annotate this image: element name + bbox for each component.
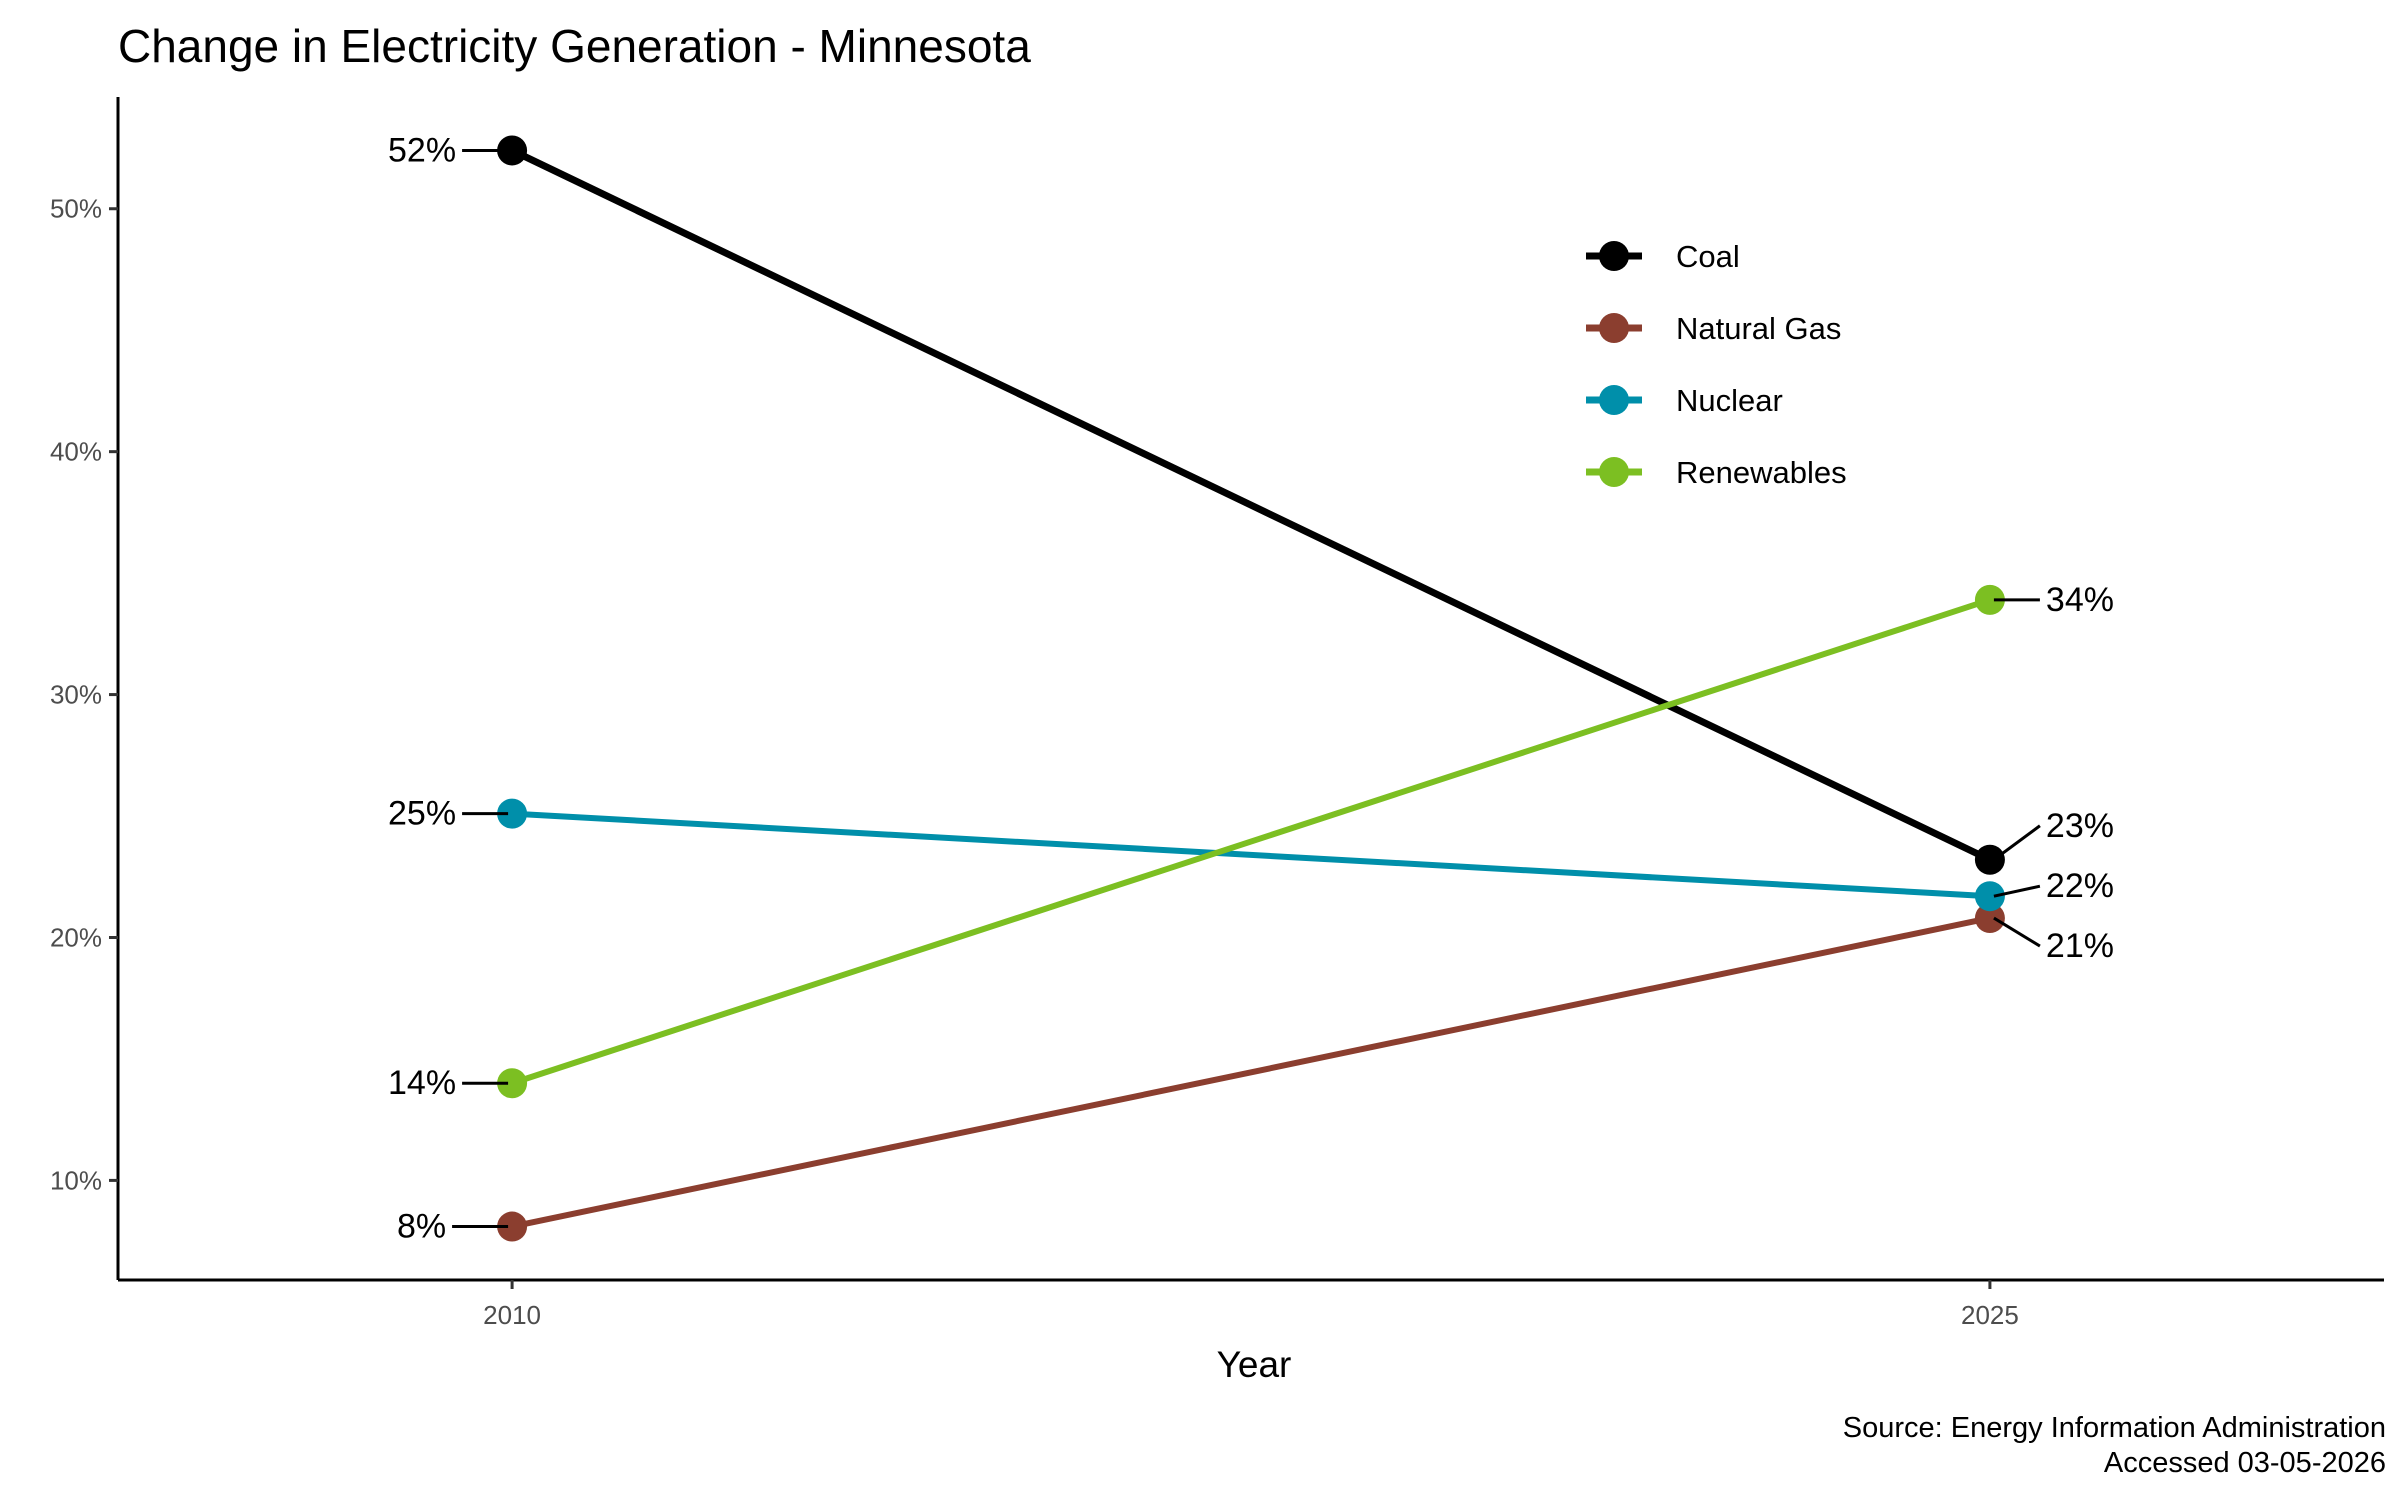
series-line-coal <box>510 147 1992 863</box>
legend-marker-renewables <box>1599 457 1629 487</box>
data-label-nuclear-2010: 25% <box>388 795 456 833</box>
data-label-nuclear-2025: 22% <box>2046 867 2114 905</box>
legend-label-coal: Coal <box>1676 239 1740 274</box>
x-tick-label: 2010 <box>483 1300 541 1330</box>
data-point-natural-gas-2010 <box>497 1211 528 1242</box>
legend-label-natural-gas: Natural Gas <box>1676 311 1841 346</box>
leader-line <box>1993 916 2041 948</box>
data-label-coal-2010: 52% <box>388 131 456 169</box>
data-point-coal-2010 <box>497 135 528 166</box>
series-line-renewables <box>511 596 1991 1087</box>
data-point-renewables-2025 <box>1974 584 2005 615</box>
data-label-natural-gas-2010: 8% <box>397 1208 446 1246</box>
data-point-natural-gas-2025 <box>1974 903 2005 934</box>
data-label-renewables-2010: 14% <box>388 1064 456 1102</box>
data-point-nuclear-2010 <box>497 798 528 829</box>
caption-line-1: Source: Energy Information Administratio… <box>1843 1412 2386 1444</box>
x-axis-title: Year <box>1217 1344 1292 1385</box>
y-tick-label: 40% <box>50 437 102 467</box>
data-point-coal-2025 <box>1974 844 2005 875</box>
series-line-natural-gas <box>511 915 1991 1230</box>
data-point-renewables-2010 <box>497 1068 528 1099</box>
legend-label-nuclear: Nuclear <box>1676 383 1783 418</box>
legend-marker-coal <box>1599 241 1629 271</box>
leader-line <box>1993 824 2041 861</box>
y-tick-label: 20% <box>50 922 102 952</box>
legend-marker-nuclear <box>1599 385 1629 415</box>
legend-marker-natural-gas <box>1599 313 1629 343</box>
y-tick-label: 10% <box>50 1165 102 1195</box>
leader-line <box>1993 884 2041 898</box>
data-label-natural-gas-2025: 21% <box>2046 927 2114 965</box>
caption-line-2: Accessed 03-05-2026 <box>2104 1447 2386 1479</box>
y-tick-label: 30% <box>50 680 102 710</box>
data-label-coal-2025: 23% <box>2046 807 2114 845</box>
legend-label-renewables: Renewables <box>1676 455 1847 490</box>
series-line-nuclear <box>511 810 1991 900</box>
y-tick-label: 50% <box>50 194 102 224</box>
x-tick-label: 2025 <box>1961 1300 2019 1330</box>
chart-title: Change in Electricity Generation - Minne… <box>118 20 1031 72</box>
data-point-nuclear-2025 <box>1974 881 2005 912</box>
data-label-renewables-2025: 34% <box>2046 581 2114 619</box>
